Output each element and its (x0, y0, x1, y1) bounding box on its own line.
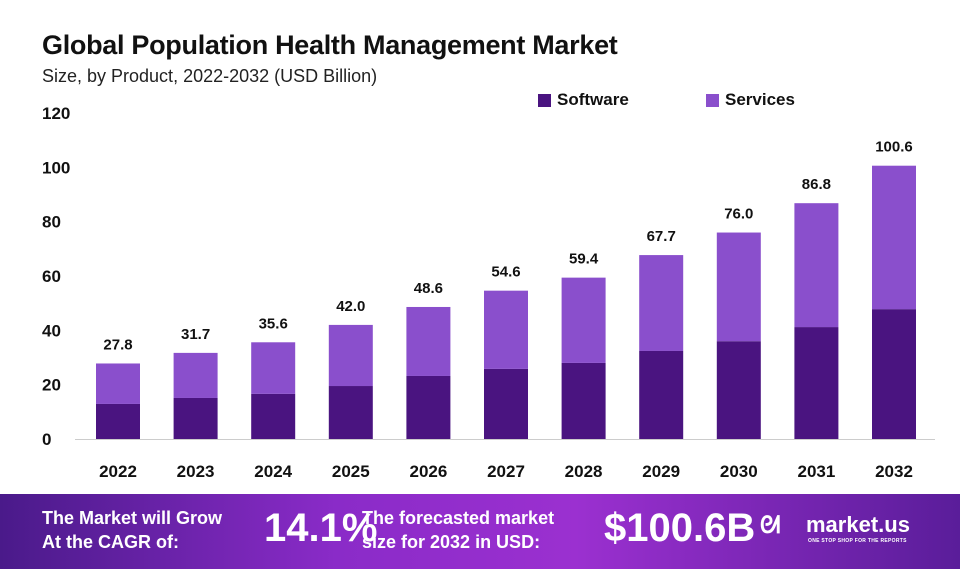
bar-software-2030 (716, 341, 761, 439)
bar-services-2026 (406, 306, 451, 376)
total-label-2023: 31.7 (181, 326, 210, 343)
brand-logo-icon: ᘛ (760, 512, 781, 539)
x-tick-label: 2030 (720, 462, 758, 481)
brand-tagline: ONE STOP SHOP FOR THE REPORTS (808, 538, 907, 544)
legend-label: Software (557, 90, 629, 109)
bar-services-2029 (639, 255, 684, 351)
chart-subtitle: Size, by Product, 2022-2032 (USD Billion… (42, 66, 378, 86)
cagr-label-1: The Market will Grow (42, 508, 223, 528)
y-tick-label: 60 (42, 267, 61, 286)
y-tick-label: 100 (42, 158, 70, 177)
x-tick-label: 2026 (409, 462, 447, 481)
legend-swatch (538, 93, 551, 107)
forecast-label-1: The forecasted market (362, 508, 555, 528)
total-label-2028: 59.4 (569, 251, 599, 268)
bar-services-2031 (794, 203, 839, 328)
x-tick-label: 2027 (487, 462, 525, 481)
total-label-2024: 35.6 (259, 315, 288, 332)
bar-services-2024 (251, 342, 296, 394)
total-label-2029: 67.7 (647, 228, 676, 245)
bar-services-2030 (716, 232, 761, 342)
forecast-value: $100.6B (604, 506, 756, 550)
legend-software: Software (538, 90, 629, 110)
bar-chart: 0 20 40 60 80 100 120 27.8 2022 31.7 2023 35.6 2024 4… (42, 104, 935, 481)
bar-services-2032 (872, 165, 916, 310)
bar-services-2025 (328, 324, 373, 387)
bar-software-2024 (251, 393, 296, 439)
bar-software-2023 (173, 397, 218, 439)
cagr-label-2: At the CAGR of: (42, 532, 179, 552)
bar-software-2029 (639, 350, 684, 439)
total-label-2031: 86.8 (802, 176, 831, 193)
bar-software-2028 (561, 362, 606, 439)
bar-software-2032 (872, 309, 916, 439)
legend-services: Services (706, 90, 795, 110)
bar-services-2022 (96, 363, 140, 404)
bar-software-2027 (484, 368, 528, 439)
bar-services-2023 (173, 352, 218, 398)
bar-software-2022 (96, 403, 140, 439)
x-tick-label: 2029 (642, 462, 680, 481)
x-tick-label: 2025 (332, 462, 370, 481)
cagr-value: 14.1% (264, 506, 378, 550)
total-label-2025: 42.0 (336, 298, 365, 315)
x-tick-label: 2024 (254, 462, 292, 481)
bar-software-2026 (406, 375, 451, 439)
x-tick-label: 2022 (99, 462, 137, 481)
x-tick-label: 2028 (565, 462, 603, 481)
y-tick-label: 120 (42, 104, 70, 123)
total-label-2022: 27.8 (103, 336, 132, 353)
y-tick-label: 20 (42, 376, 61, 395)
chart-title: Global Population Health Management Mark… (42, 30, 618, 60)
total-label-2027: 54.6 (491, 264, 520, 281)
forecast-label-2: size for 2032 in USD: (362, 532, 541, 552)
legend-swatch (706, 93, 719, 107)
total-label-2030: 76.0 (724, 206, 753, 223)
bar-software-2025 (328, 386, 373, 439)
x-tick-label: 2023 (177, 462, 215, 481)
bar-services-2027 (484, 290, 528, 369)
x-tick-label: 2031 (797, 462, 835, 481)
total-label-2032: 100.6 (875, 139, 913, 156)
x-tick-label: 2032 (875, 462, 913, 481)
summary-banner: The Market will Grow At the CAGR of: 14.… (0, 494, 960, 569)
bar-services-2028 (561, 277, 606, 363)
y-tick-label: 0 (42, 430, 51, 449)
brand-name: market.us (806, 512, 910, 537)
bar-software-2031 (794, 327, 839, 439)
y-tick-label: 80 (42, 213, 61, 232)
legend-label: Services (725, 90, 795, 109)
total-label-2026: 48.6 (414, 280, 443, 297)
y-tick-label: 40 (42, 321, 61, 340)
